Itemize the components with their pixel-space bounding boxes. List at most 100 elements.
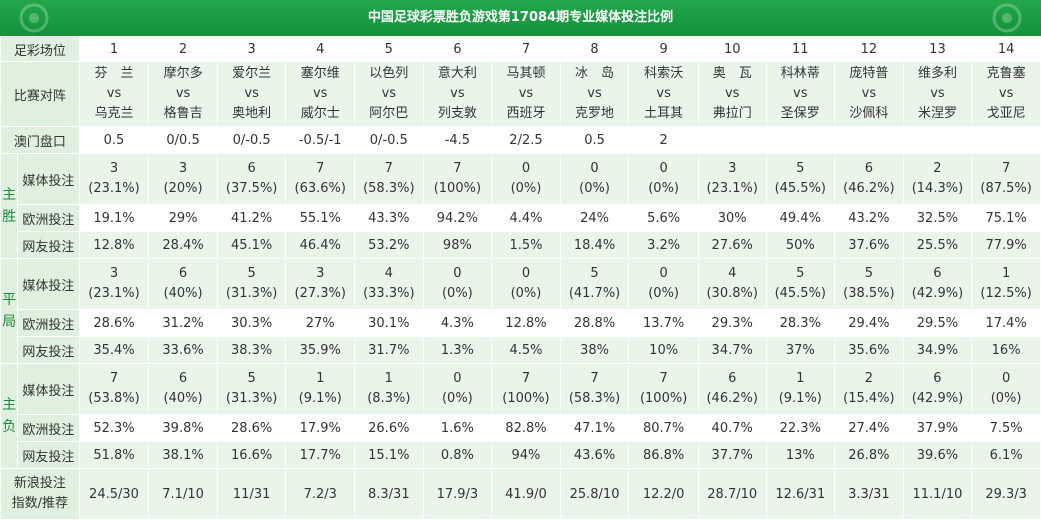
netizen-bet-cell: 98% (422, 231, 493, 259)
fixture-cell[interactable]: 芬 兰 vs 乌克兰 (78, 61, 150, 127)
match-number: 6 (422, 36, 493, 62)
media-bet-cell: 2 (15.4%) (834, 363, 904, 415)
fixture-cell[interactable]: 维多利 vs 米涅罗 (902, 61, 973, 127)
media-percent: (30.8%) (706, 286, 758, 301)
europe-bet-cell: 28.8% (559, 309, 630, 337)
media-percent: (58.3%) (363, 181, 415, 196)
media-count: 2 (864, 371, 873, 386)
media-percent: (0%) (648, 286, 680, 301)
netizen-bet-cell: 43.6% (559, 441, 630, 469)
fixture-cell[interactable]: 以色列 vs 阿尔巴 (354, 61, 424, 127)
netizen-bet-cell: 34.7% (697, 336, 767, 364)
media-stack: 6 (40%) (150, 369, 217, 409)
europe-bet-cell: 7.5% (971, 414, 1041, 442)
media-bet-cell: 0 (0%) (491, 153, 561, 205)
macau-handicap: 0/-0.5 (216, 126, 287, 154)
media-stack: 4 (33.3%) (356, 264, 423, 304)
media-stack: 5 (41.7%) (561, 264, 628, 304)
sina-index: 41.9/0 (491, 468, 561, 520)
match-number: 2 (148, 36, 218, 62)
media-stack: 4 (30.8%) (699, 264, 765, 304)
fixture-cell[interactable]: 爱尔兰 vs 奥地利 (216, 61, 287, 127)
media-percent: (38.5%) (843, 286, 895, 301)
away-team: 圣保罗 (780, 106, 820, 121)
row-label: 媒体投注 (17, 153, 80, 205)
section-char: 平 (2, 292, 17, 308)
media-stack: 5 (31.3%) (218, 264, 285, 304)
fixture-cell[interactable]: 意大利 vs 列支敦 (422, 61, 493, 127)
europe-bet-cell: 40.7% (697, 414, 767, 442)
europe-bet-cell: 49.4% (765, 204, 836, 232)
netizen-bet-cell: 94% (491, 441, 561, 469)
media-count: 6 (178, 266, 188, 281)
media-percent: (58.3%) (568, 391, 621, 406)
media-percent: (41.7%) (568, 286, 621, 301)
europe-bet-cell: 39.8% (148, 414, 218, 442)
media-count: 6 (864, 161, 873, 176)
media-percent: (31.3%) (225, 286, 278, 301)
europe-bet-cell: 29.4% (834, 309, 904, 337)
macau-handicap: 2 (628, 126, 699, 154)
home-team: 科林蒂 (780, 66, 820, 81)
media-bet-cell: 0 (0%) (559, 153, 630, 205)
europe-bet-cell: 5.6% (628, 204, 699, 232)
media-percent: (100%) (639, 391, 688, 406)
row-label-text: 网友投注 (22, 344, 75, 360)
fixture-cell[interactable]: 冰 岛 vs 克罗地 (559, 61, 630, 127)
fixture-cell[interactable]: 奥 瓦 vs 弗拉门 (697, 61, 767, 127)
netizen-bet-cell: 25.5% (902, 231, 973, 259)
europe-bet-cell: 29% (148, 204, 218, 232)
europe-bet-cell: 29.5% (902, 309, 973, 337)
fixture-cell[interactable]: 马其顿 vs 西班牙 (491, 61, 561, 127)
media-count: 0 (659, 266, 668, 281)
home-team: 以色列 (369, 66, 409, 81)
row-label: 欧洲投注 (17, 414, 80, 442)
row-label: 网友投注 (17, 441, 80, 469)
fixture-cell[interactable]: 摩尔多 vs 格鲁吉 (148, 61, 218, 127)
media-percent: (9.1%) (778, 391, 822, 406)
match-number: 4 (285, 36, 356, 62)
macau-handicap (902, 126, 973, 154)
match-number: 7 (491, 36, 561, 62)
media-bet-cell: 6 (40%) (148, 258, 218, 310)
fixture-cell[interactable]: 庞特普 vs 沙佩科 (834, 61, 904, 127)
fixture-cell[interactable]: 科林蒂 vs 圣保罗 (765, 61, 836, 127)
media-percent: (14.3%) (911, 181, 964, 196)
netizen-bet-cell: 3.2% (628, 231, 699, 259)
europe-bet-cell: 19.1% (78, 204, 150, 232)
media-count: 7 (1001, 161, 1011, 176)
netizen-bet-cell: 15.1% (354, 441, 424, 469)
media-stack: 3 (20%) (150, 159, 217, 199)
media-percent: (23.1%) (88, 286, 140, 301)
media-count: 0 (1001, 371, 1011, 386)
home-team: 冰 岛 (575, 66, 615, 81)
fixture-stack: 克鲁塞 vs 戈亚尼 (973, 64, 1040, 124)
fixture-stack: 爱尔兰 vs 奥地利 (218, 64, 285, 124)
media-count: 5 (590, 266, 599, 281)
fixture-cell[interactable]: 克鲁塞 vs 戈亚尼 (971, 61, 1041, 127)
media-count: 1 (384, 371, 393, 386)
netizen-bet-cell: 1.3% (422, 336, 493, 364)
europe-bet-cell: 30.3% (216, 309, 287, 337)
fixture-cell[interactable]: 科索沃 vs 土耳其 (628, 61, 699, 127)
media-bet-cell: 4 (30.8%) (697, 258, 767, 310)
fixture-stack: 摩尔多 vs 格鲁吉 (150, 64, 217, 124)
media-count: 1 (796, 371, 805, 386)
media-count: 0 (521, 161, 531, 176)
media-percent: (33.3%) (363, 286, 415, 301)
media-bet-cell: 0 (0%) (422, 258, 493, 310)
europe-bet-cell: 28.6% (78, 309, 150, 337)
fixture-cell[interactable]: 塞尔维 vs 威尔士 (285, 61, 356, 127)
match-number: 13 (902, 36, 973, 62)
media-stack: 7 (63.6%) (287, 159, 354, 199)
media-percent: (23.1%) (706, 181, 758, 196)
match-number: 5 (354, 36, 424, 62)
europe-bet-cell: 43.3% (354, 204, 424, 232)
row-label: 足彩场位 (0, 36, 80, 62)
sina-index: 7.1/10 (148, 468, 218, 520)
netizen-bet-cell: 35.6% (834, 336, 904, 364)
media-stack: 0 (0%) (424, 264, 491, 304)
media-stack: 7 (58.3%) (356, 159, 423, 199)
fixture-stack: 维多利 vs 米涅罗 (904, 64, 971, 124)
home-team: 塞尔维 (300, 66, 340, 81)
